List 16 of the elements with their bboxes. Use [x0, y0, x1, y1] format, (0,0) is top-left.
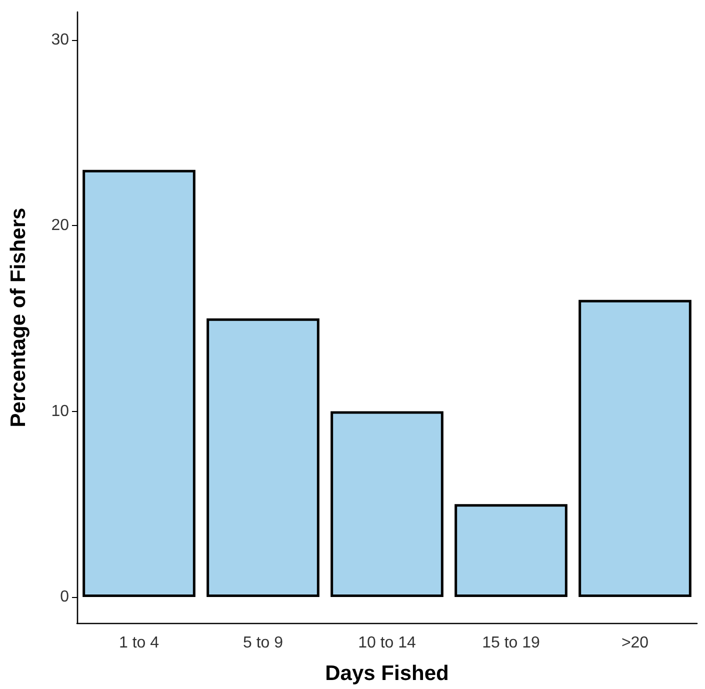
- y-tick-label: 10: [51, 402, 70, 420]
- y-tick-label: 0: [60, 588, 70, 606]
- x-tick-label: 1 to 4: [118, 634, 160, 652]
- y-tick-label: 20: [51, 217, 70, 234]
- y-tick-label: 30: [51, 31, 70, 48]
- x-tick-label: 15 to 19: [482, 634, 540, 652]
- x-tick-label: 10 to 14: [358, 634, 416, 652]
- y-axis-title: Percentage of Fishers: [7, 208, 30, 428]
- x-tick-label: 5 to 9: [242, 634, 284, 652]
- bar: [454, 504, 568, 597]
- bar: [206, 318, 320, 597]
- bar: [82, 170, 196, 597]
- bar: [330, 411, 444, 597]
- bar: [578, 300, 692, 597]
- x-axis-title: Days Fished: [325, 662, 449, 685]
- x-tick-label: >20: [621, 634, 649, 652]
